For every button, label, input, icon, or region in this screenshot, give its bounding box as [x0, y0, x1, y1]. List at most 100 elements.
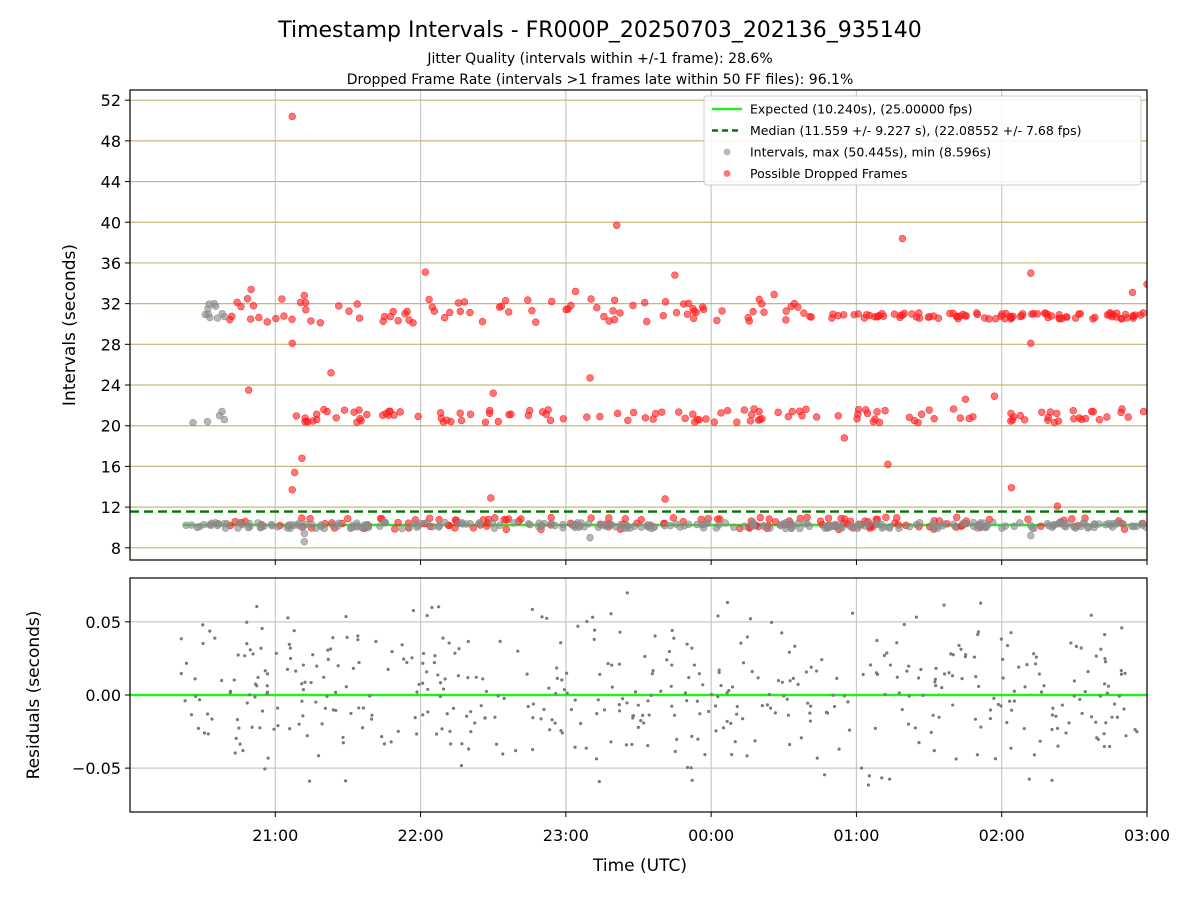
residual-point	[730, 685, 735, 689]
residual-point	[351, 666, 355, 671]
residual-point	[804, 670, 808, 674]
dropped-frame-point	[571, 287, 580, 296]
residual-point	[695, 699, 699, 703]
residual-point	[876, 672, 880, 677]
dropped-frame-point	[930, 414, 938, 423]
residual-point	[315, 664, 319, 668]
interval-point	[284, 521, 292, 530]
residual-point	[1005, 643, 1010, 648]
dropped-frame-point	[263, 318, 271, 326]
interval-point	[594, 523, 603, 531]
residual-point	[733, 740, 737, 744]
dropped-frame-point	[713, 316, 721, 325]
interval-point	[782, 518, 790, 527]
residual-point	[921, 693, 925, 697]
residual-point	[555, 676, 559, 680]
residual-point	[713, 704, 718, 708]
residual-point	[1022, 726, 1026, 731]
dropped-frame-point	[547, 297, 556, 306]
residual-point	[888, 663, 892, 667]
interval-point	[730, 523, 738, 531]
residual-point	[1012, 689, 1016, 693]
dropped-frame-point	[288, 486, 296, 494]
residual-point	[837, 747, 841, 751]
residual-point	[516, 649, 520, 653]
dropped-frame-point	[456, 307, 465, 316]
residual-point	[709, 692, 714, 697]
dropped-frame-point	[1007, 484, 1016, 492]
residual-point	[595, 712, 599, 716]
dropped-frame-point	[733, 418, 741, 426]
residual-point	[882, 653, 887, 658]
interval-point	[257, 523, 265, 532]
dropped-frame-point	[409, 319, 417, 327]
residual-point	[780, 631, 784, 635]
dropped-frame-point	[494, 417, 502, 426]
residual-point	[1032, 652, 1036, 656]
residual-point	[1050, 778, 1054, 782]
dropped-frame-point	[758, 415, 766, 423]
residual-point	[201, 623, 205, 627]
residual-point	[954, 757, 958, 761]
legend-intervals-swatch	[723, 148, 731, 156]
interval-point	[880, 523, 888, 531]
residual-point	[885, 651, 889, 655]
interval-point	[405, 523, 413, 531]
dropped-frame-point	[1037, 522, 1045, 530]
residual-point	[906, 722, 911, 726]
interval-point	[210, 299, 218, 308]
residual-point	[820, 658, 824, 662]
top-ytick-label: 20	[101, 417, 121, 436]
dropped-frame-point	[278, 295, 286, 303]
top-ytick-label: 48	[101, 132, 121, 151]
residual-point	[569, 707, 574, 712]
dropped-frame-point	[702, 415, 710, 423]
interval-point	[760, 522, 769, 531]
residual-point	[1117, 694, 1121, 698]
dropped-frame-point	[332, 414, 340, 422]
xtick-label: 03:00	[1124, 826, 1170, 845]
dropped-frame-point	[881, 406, 889, 415]
dropped-frame-point	[1136, 311, 1145, 319]
residual-point	[598, 672, 602, 677]
interval-point	[854, 520, 863, 528]
residual-point	[1005, 720, 1009, 725]
interval-point	[218, 309, 226, 318]
interval-point	[712, 524, 720, 532]
residual-point	[437, 605, 441, 609]
interval-point	[905, 522, 914, 531]
residual-point	[248, 648, 252, 652]
dropped-frame-point	[313, 410, 321, 418]
dropped-frame-point	[956, 414, 965, 422]
residual-point	[493, 715, 497, 719]
residual-point	[196, 726, 201, 731]
residual-point	[331, 708, 335, 712]
residual-point	[976, 632, 980, 637]
dropped-frame-point	[834, 412, 842, 420]
dropped-frame-point	[749, 307, 757, 316]
residual-point	[741, 661, 746, 665]
dropped-frame-point	[624, 416, 632, 425]
dropped-frame-point	[997, 312, 1005, 321]
residual-point	[436, 673, 440, 677]
residual-point	[183, 699, 187, 703]
dropped-frame-point	[343, 514, 352, 523]
dropped-frame-point	[460, 298, 469, 306]
residual-point	[1119, 669, 1123, 673]
residual-point	[1023, 685, 1027, 689]
dropped-frame-point	[952, 513, 961, 522]
residual-point	[236, 653, 240, 657]
residual-point	[957, 643, 961, 648]
residual-point	[459, 763, 464, 768]
dropped-frame-point	[1075, 414, 1083, 422]
residual-point	[808, 711, 812, 715]
dropped-frame-point	[873, 408, 881, 416]
dropped-frame-point	[616, 309, 624, 317]
residual-point	[866, 783, 871, 787]
dropped-frame-point	[583, 413, 591, 421]
residual-point	[234, 736, 238, 740]
residual-point	[730, 752, 734, 757]
dropped-frame-point	[363, 410, 371, 419]
residual-point	[213, 636, 217, 640]
